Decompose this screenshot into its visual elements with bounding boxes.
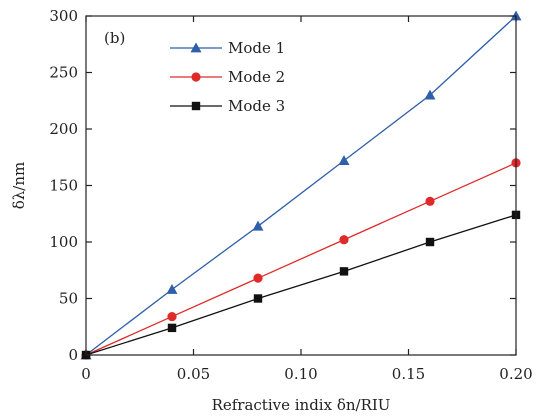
series-3-point (425, 237, 435, 247)
plot-markers (80, 10, 522, 360)
x-tick-label: 0 (81, 365, 91, 383)
series-3-point (339, 267, 349, 276)
legend: Mode 1 Mode 2 Mode 3 (170, 39, 285, 115)
legend-item-1-marker (190, 42, 202, 53)
series-3-line (85, 214, 517, 356)
y-tick-label: 150 (49, 177, 78, 195)
series-1-point (338, 155, 350, 166)
legend-item-3-marker (191, 101, 201, 111)
plot-lines (85, 15, 517, 356)
x-tick-label: 0.10 (284, 365, 317, 383)
plot-frame (85, 15, 517, 356)
series-1-line (85, 15, 517, 356)
series-1-point (252, 220, 264, 231)
y-tick-label: 100 (49, 233, 78, 251)
series-2-point (167, 311, 177, 322)
series-2-point (425, 196, 435, 206)
y-tick-label: 200 (49, 120, 78, 138)
y-axis-title: δλ/nm (10, 162, 28, 209)
x-tick-label: 0.15 (392, 365, 425, 383)
series-2-line (85, 162, 517, 356)
x-axis-title: Refractive indix δn/RIU (212, 396, 391, 414)
tick-labels: 0 0.05 0.10 0.15 0.20 0 50 100 150 200 250 300 (49, 7, 532, 383)
y-tick-label: 250 (49, 64, 78, 82)
series-3-point (253, 294, 263, 303)
legend-item-2-marker (191, 72, 201, 82)
y-tick-label: 300 (49, 7, 78, 25)
panel-label: (b) (104, 29, 125, 47)
series-2-point (339, 235, 349, 245)
series-3-point (167, 323, 177, 333)
series-1-point (166, 283, 178, 294)
x-tick-label: 0.05 (177, 365, 210, 383)
axis-ticks (85, 15, 517, 356)
series-1-point (424, 89, 436, 100)
legend-item-2-label: Mode 2 (228, 68, 285, 86)
legend-item-1-label: Mode 1 (228, 39, 285, 57)
y-tick-label: 50 (59, 290, 78, 308)
series-2-point (253, 273, 263, 283)
legend-item-3-label: Mode 3 (228, 97, 285, 115)
x-tick-label: 0.20 (499, 365, 532, 383)
y-tick-label: 0 (68, 346, 78, 364)
